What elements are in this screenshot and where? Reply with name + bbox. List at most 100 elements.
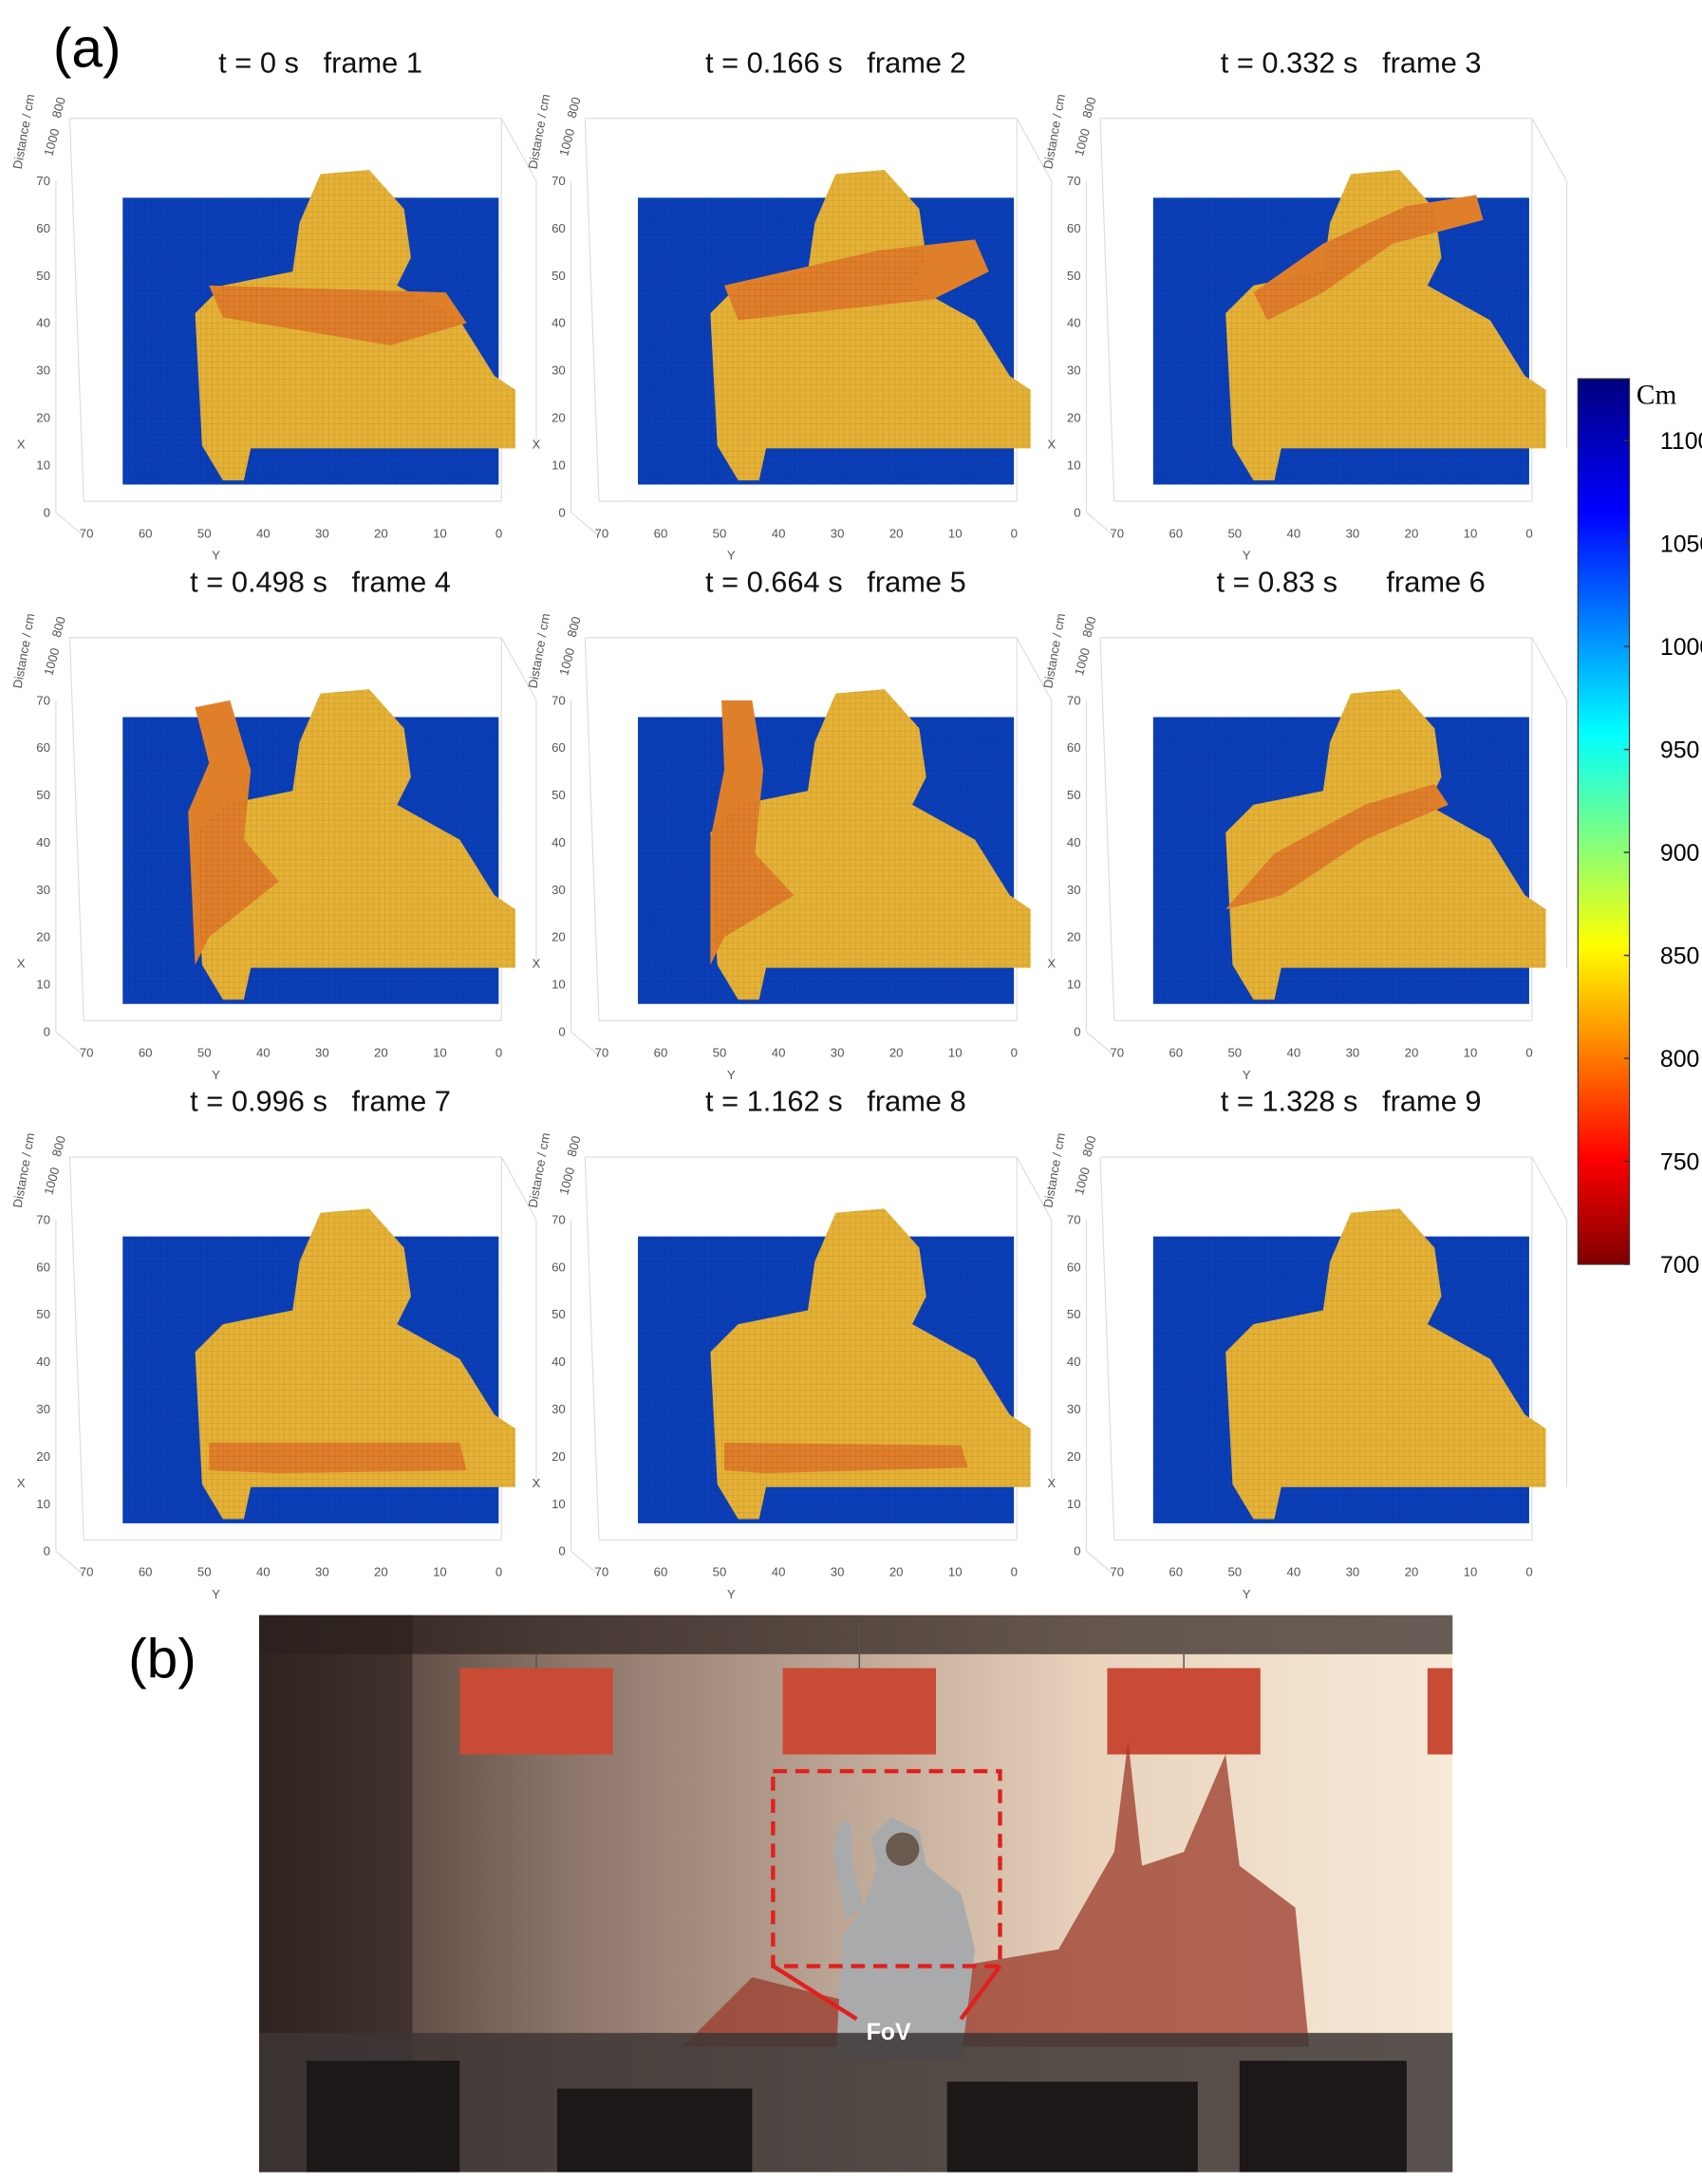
x-tick-label: 0 — [1074, 505, 1080, 519]
y-tick-label: 0 — [1525, 1045, 1532, 1059]
y-tick-label: 20 — [889, 1565, 904, 1579]
axis-box — [570, 1031, 600, 1056]
x-tick-label: 20 — [552, 1449, 566, 1464]
axis-box — [500, 118, 537, 181]
person-mesh — [1225, 689, 1546, 1000]
x-tick-label: 70 — [36, 693, 50, 707]
x-tick-label: 30 — [36, 1402, 50, 1416]
y-tick-label: 10 — [433, 1565, 447, 1579]
frame-title: t = 0.498 s frame 4 — [190, 565, 451, 598]
y-tick-label: 10 — [948, 1045, 963, 1059]
x-tick-label: 20 — [36, 1449, 50, 1464]
x-tick-label: 60 — [36, 740, 50, 755]
z-tick-label: 800 — [1079, 1134, 1098, 1158]
x-tick-label: 50 — [36, 788, 50, 802]
y-tick-label: 0 — [496, 526, 502, 540]
x-tick-label: 30 — [36, 364, 50, 378]
axis-box — [1531, 637, 1568, 701]
y-tick-label: 10 — [1464, 1045, 1478, 1059]
z-tick-label: 1000 — [41, 646, 62, 677]
z-axis-label: Distance / cm — [1040, 612, 1068, 689]
axis-box — [1099, 1157, 1115, 1540]
y-tick-label: 0 — [1525, 1565, 1532, 1579]
x-tick-label: 0 — [558, 505, 565, 519]
z-tick-label: 800 — [565, 96, 584, 120]
frame-title: t = 0.166 s frame 2 — [705, 46, 966, 79]
y-tick-label: 20 — [1405, 1045, 1419, 1059]
x-tick-label: 10 — [36, 1497, 50, 1511]
x-axis-label: X — [17, 957, 26, 971]
y-tick-label: 40 — [1287, 1045, 1301, 1059]
x-tick-label: 0 — [44, 1024, 50, 1038]
y-tick-label: 40 — [772, 1565, 786, 1579]
x-tick-label: 70 — [552, 1212, 566, 1226]
x-tick-label: 40 — [552, 835, 566, 849]
y-tick-label: 20 — [889, 526, 904, 540]
frame-title: t = 1.328 s frame 9 — [1221, 1085, 1482, 1118]
y-tick-label: 20 — [889, 1045, 904, 1059]
y-tick-label: 20 — [1405, 1565, 1419, 1579]
x-tick-label: 0 — [44, 505, 50, 519]
axis-box — [1531, 118, 1568, 181]
y-tick-label: 20 — [374, 526, 388, 540]
x-tick-label: 40 — [36, 835, 50, 849]
x-tick-label: 30 — [552, 1402, 566, 1416]
y-axis-label: Y — [212, 549, 220, 563]
y-tick-label: 10 — [948, 526, 963, 540]
y-tick-label: 30 — [1346, 1565, 1360, 1579]
fov-label: FoV — [867, 2019, 911, 2045]
y-tick-label: 70 — [1110, 1565, 1124, 1579]
x-tick-label: 20 — [1067, 930, 1081, 944]
x-tick-label: 40 — [552, 1354, 566, 1369]
x-tick-label: 40 — [1067, 835, 1081, 849]
x-tick-label: 60 — [36, 1260, 50, 1274]
axis-box — [55, 1031, 84, 1056]
axis-box — [1086, 1031, 1115, 1056]
x-tick-label: 60 — [552, 1260, 566, 1274]
y-tick-label: 50 — [197, 526, 212, 540]
y-tick-label: 30 — [831, 526, 845, 540]
y-tick-label: 60 — [1169, 526, 1183, 540]
axis-box — [570, 1550, 600, 1576]
z-axis-label: Distance / cm — [10, 1131, 38, 1208]
y-tick-label: 50 — [713, 526, 727, 540]
y-tick-label: 60 — [654, 526, 668, 540]
x-tick-label: 40 — [36, 1354, 50, 1369]
axis-box — [68, 1157, 84, 1540]
y-axis-label: Y — [727, 1068, 736, 1082]
x-tick-label: 40 — [36, 316, 50, 330]
y-tick-label: 0 — [496, 1565, 502, 1579]
z-axis-label: Distance / cm — [10, 93, 38, 170]
x-tick-label: 20 — [1067, 1449, 1081, 1464]
y-tick-label: 60 — [654, 1565, 668, 1579]
x-tick-label: 60 — [552, 221, 566, 235]
y-tick-label: 60 — [139, 526, 153, 540]
y-tick-label: 70 — [595, 1565, 609, 1579]
x-tick-label: 40 — [1067, 1354, 1081, 1369]
colorbar-tick-label: 700 — [1660, 1252, 1700, 1279]
z-tick-label: 1000 — [556, 1166, 577, 1196]
axis-box — [500, 1156, 537, 1221]
y-tick-label: 50 — [713, 1565, 727, 1579]
x-tick-label: 30 — [552, 883, 566, 897]
person-mesh — [710, 169, 1031, 481]
y-tick-label: 50 — [713, 1045, 727, 1059]
y-tick-label: 40 — [1287, 1565, 1301, 1579]
y-tick-label: 0 — [1011, 1565, 1018, 1579]
colorbar-tick-label: 1000 — [1660, 634, 1702, 661]
x-tick-label: 20 — [36, 930, 50, 944]
y-tick-label: 40 — [256, 526, 271, 540]
x-tick-label: 30 — [1067, 883, 1081, 897]
x-tick-label: 50 — [552, 269, 566, 283]
person-mesh — [710, 1208, 1031, 1520]
z-tick-label: 1000 — [1072, 1166, 1093, 1196]
axis-box — [584, 118, 600, 502]
axis-box — [68, 118, 84, 502]
x-tick-label: 10 — [1067, 457, 1081, 472]
x-tick-label: 40 — [1067, 316, 1081, 330]
y-tick-label: 60 — [654, 1045, 668, 1059]
